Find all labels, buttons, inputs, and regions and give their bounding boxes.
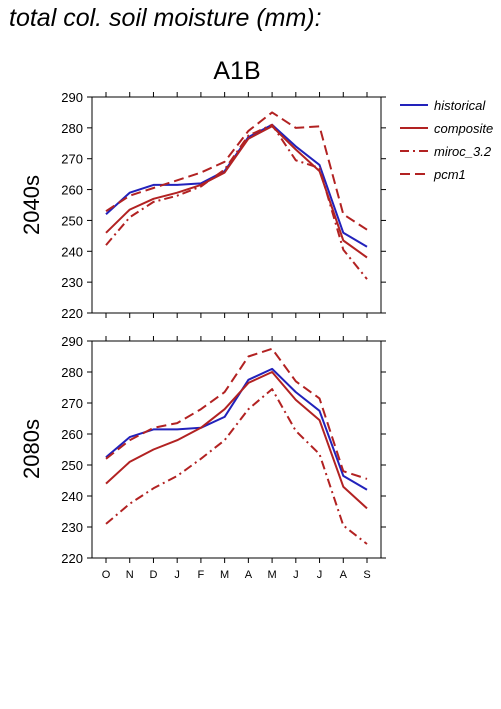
legend-label: composite xyxy=(434,121,493,136)
y-tick-label: 280 xyxy=(61,365,83,380)
x-tick-label: N xyxy=(126,569,134,581)
x-tick-label: A xyxy=(340,569,348,581)
y-tick-label: 220 xyxy=(61,551,83,566)
x-tick-label: F xyxy=(198,569,205,581)
y-tick-label: 260 xyxy=(61,183,83,198)
y-tick-label: 270 xyxy=(61,396,83,411)
series-line-miroc-3-2 xyxy=(105,123,368,280)
legend-label: miroc_3.2 xyxy=(434,144,492,159)
legend-item-composite: composite xyxy=(400,121,493,136)
y-tick-label: 250 xyxy=(61,213,83,228)
x-tick-label: A xyxy=(245,569,253,581)
legend-label: historical xyxy=(434,98,486,113)
y-tick-label: 220 xyxy=(61,306,83,321)
legend-item-miroc-3-2: miroc_3.2 xyxy=(400,144,492,159)
plot-frame xyxy=(91,96,382,314)
x-tick-label: M xyxy=(220,569,229,581)
legend-item-historical: historical xyxy=(400,98,486,113)
x-tick-label: J xyxy=(317,569,323,581)
y-tick-label: 230 xyxy=(61,520,83,535)
chart-panels: 220 230 240 250 260 270 280 290 2040s 220 230 240 25… xyxy=(19,90,386,581)
x-tick-label: J xyxy=(293,569,299,581)
series-line-composite xyxy=(105,125,368,259)
row-label-2040s: 2040s xyxy=(19,175,44,235)
series-line-pcm1 xyxy=(105,347,368,480)
x-tick-label: O xyxy=(102,569,111,581)
y-tick-label: 290 xyxy=(61,90,83,105)
x-tick-label: S xyxy=(363,569,370,581)
y-tick-label: 260 xyxy=(61,427,83,442)
x-tick-label: M xyxy=(268,569,277,581)
legend-label: pcm1 xyxy=(433,167,466,182)
y-tick-label: 240 xyxy=(61,489,83,504)
x-tick-label: D xyxy=(149,569,157,581)
y-tick-label: 230 xyxy=(61,275,83,290)
y-tick-label: 290 xyxy=(61,334,83,349)
legend: historical composite miroc_3.2 pcm1 xyxy=(400,98,493,182)
y-tick-label: 240 xyxy=(61,244,83,259)
series-line-historical xyxy=(105,367,368,491)
series-line-miroc-3-2 xyxy=(105,388,368,545)
x-tick-label: J xyxy=(174,569,180,581)
y-tick-label: 280 xyxy=(61,121,83,136)
y-tick-label: 250 xyxy=(61,458,83,473)
plot-frame xyxy=(91,340,382,559)
series-line-composite xyxy=(105,371,368,510)
series-line-pcm1 xyxy=(105,111,368,231)
panel-2080s: 220 230 240 250 260 270 280 290 O N D J F M A M J J A S 2080… xyxy=(19,334,386,581)
figure-title: total col. soil moisture (mm): xyxy=(9,4,322,32)
series-line-historical xyxy=(105,123,368,248)
legend-item-pcm1: pcm1 xyxy=(400,167,466,182)
panel-2040s: 220 230 240 250 260 270 280 290 2040s xyxy=(19,90,386,321)
row-label-2080s: 2080s xyxy=(19,419,44,479)
y-tick-label: 270 xyxy=(61,152,83,167)
panel-title-scenario: A1B xyxy=(213,57,260,85)
